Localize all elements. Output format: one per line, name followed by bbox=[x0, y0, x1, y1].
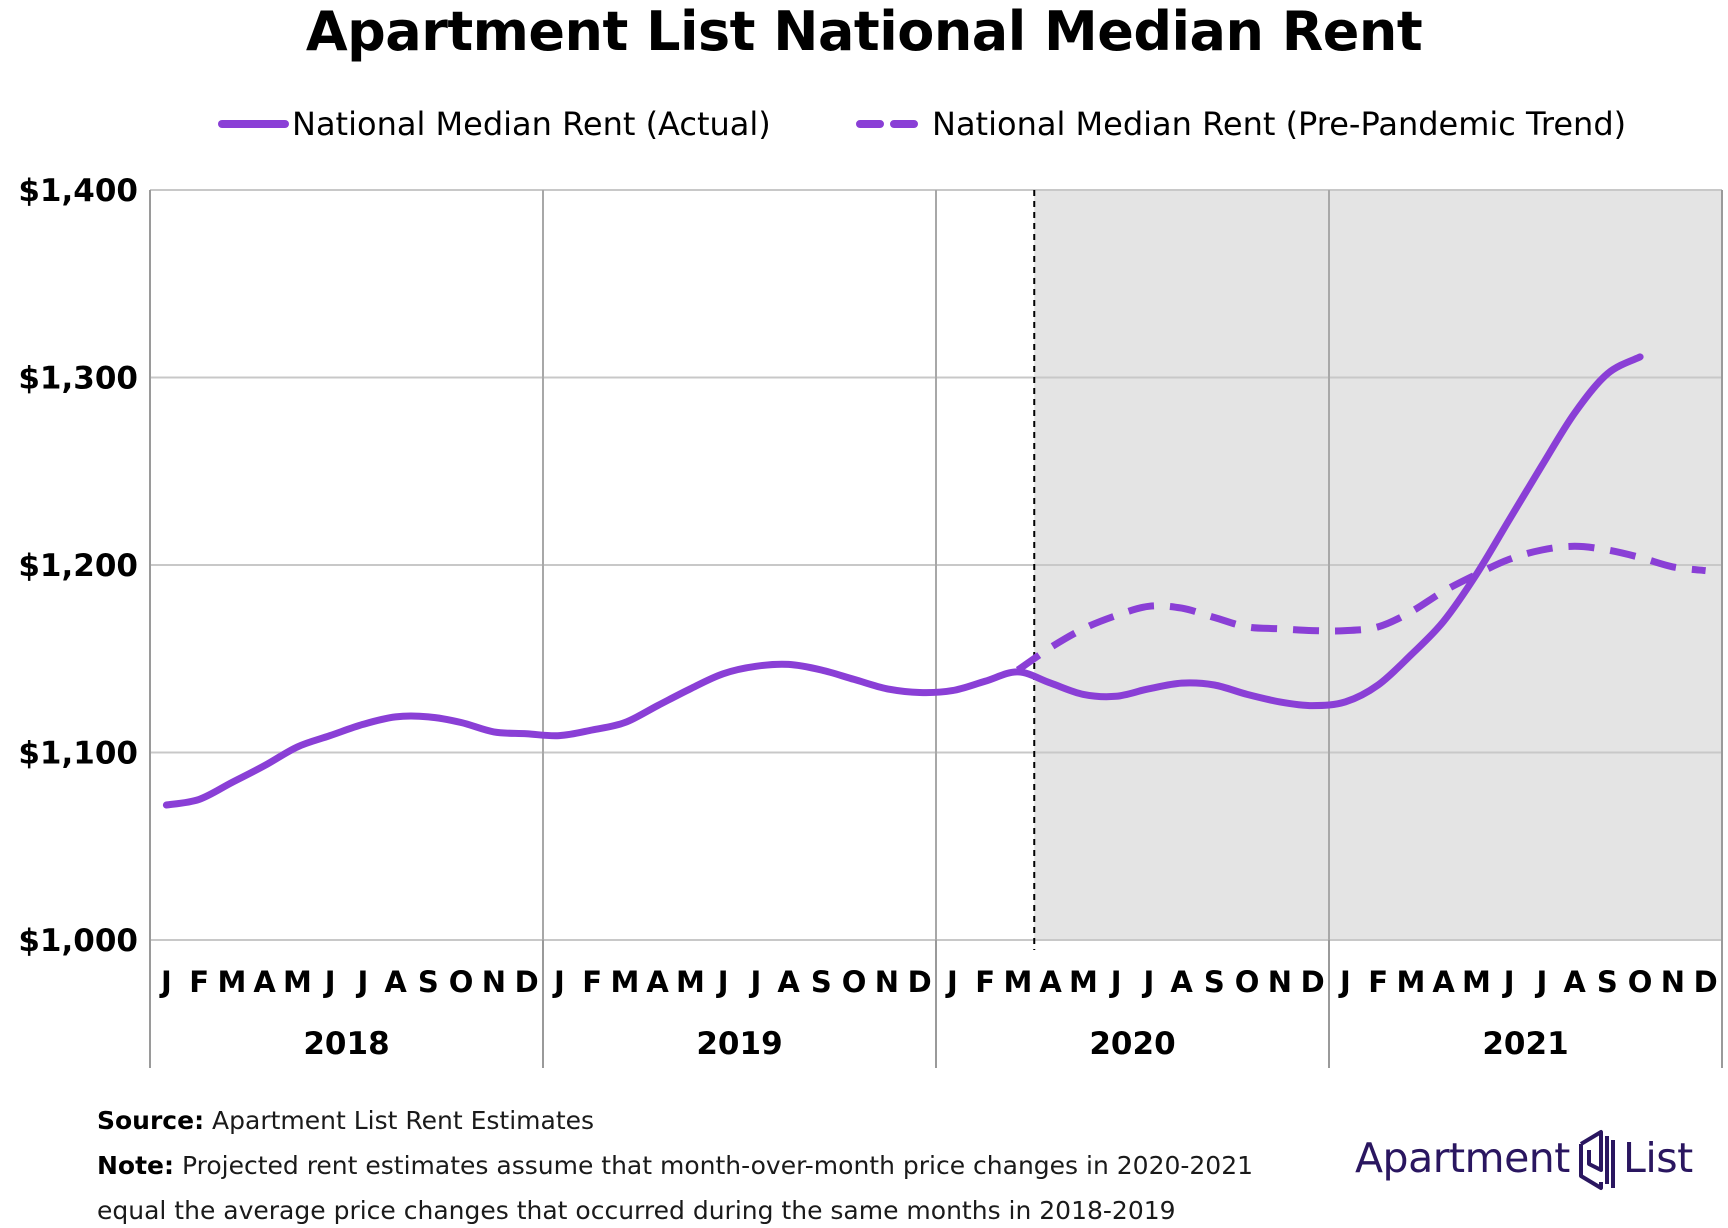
x-month-label: M bbox=[1462, 965, 1491, 999]
y-tick-label: $1,200 bbox=[18, 548, 138, 584]
x-month-label: J bbox=[945, 965, 958, 999]
x-year-label: 2018 bbox=[303, 1026, 389, 1062]
x-year-label: 2020 bbox=[1089, 1026, 1175, 1062]
y-tick-label: $1,100 bbox=[18, 736, 138, 772]
logo-word-apartment: Apartment bbox=[1355, 1134, 1570, 1182]
x-month-label: N bbox=[482, 965, 506, 999]
x-month-label: A bbox=[777, 965, 800, 999]
source-label: Source: bbox=[97, 1106, 205, 1135]
x-month-label: J bbox=[1141, 965, 1154, 999]
x-month-label: J bbox=[716, 965, 729, 999]
series-line-actual bbox=[162, 353, 1644, 809]
source-line: Source: Apartment List Rent Estimates bbox=[97, 1105, 594, 1137]
note-text-2: equal the average price changes that occ… bbox=[97, 1196, 1176, 1225]
x-month-label: M bbox=[283, 965, 312, 999]
x-month-label: J bbox=[1534, 965, 1547, 999]
logo-word-list: List bbox=[1623, 1134, 1693, 1182]
y-tick-label: $1,300 bbox=[18, 361, 138, 397]
x-month-label: A bbox=[646, 965, 669, 999]
x-month-label: D bbox=[908, 965, 932, 999]
x-month-label: O bbox=[842, 965, 867, 999]
x-month-label: S bbox=[418, 965, 439, 999]
logo-mark-icon bbox=[1579, 1130, 1615, 1190]
x-month-label: A bbox=[253, 965, 276, 999]
x-month-label: N bbox=[875, 965, 899, 999]
note-text-1: Projected rent estimates assume that mon… bbox=[181, 1151, 1254, 1180]
x-month-label: M bbox=[1003, 965, 1032, 999]
x-month-label: A bbox=[1563, 965, 1586, 999]
axes bbox=[149, 190, 1723, 1068]
x-month-label: O bbox=[1628, 965, 1653, 999]
note-line: Note: Projected rent estimates assume th… bbox=[97, 1150, 1253, 1182]
x-month-label: J bbox=[748, 965, 761, 999]
x-month-label: J bbox=[159, 965, 172, 999]
x-month-label: J bbox=[552, 965, 565, 999]
x-month-label: M bbox=[1069, 965, 1098, 999]
chart-title: Apartment List National Median Rent bbox=[305, 0, 1423, 63]
apartment-list-logo: Apartment List bbox=[1355, 1126, 1715, 1196]
x-year-label: 2021 bbox=[1482, 1026, 1568, 1062]
series-line-pre-pandemic-trend bbox=[1015, 542, 1706, 673]
x-month-label: N bbox=[1268, 965, 1292, 999]
x-month-label: M bbox=[610, 965, 639, 999]
x-month-label: D bbox=[515, 965, 539, 999]
x-month-label: J bbox=[1109, 965, 1122, 999]
x-month-label: M bbox=[217, 965, 246, 999]
note-line-2: equal the average price changes that occ… bbox=[97, 1195, 1176, 1227]
x-year-label: 2019 bbox=[696, 1026, 782, 1062]
x-month-label: F bbox=[975, 965, 995, 999]
x-month-label: A bbox=[1039, 965, 1062, 999]
x-month-label: J bbox=[1502, 965, 1515, 999]
source-text: Apartment List Rent Estimates bbox=[212, 1106, 595, 1135]
x-month-label: N bbox=[1661, 965, 1685, 999]
x-month-label: J bbox=[323, 965, 336, 999]
y-tick-label: $1,000 bbox=[18, 923, 138, 959]
note-label: Note: bbox=[97, 1151, 175, 1180]
legend-label-trend: National Median Rent (Pre-Pandemic Trend… bbox=[932, 105, 1626, 143]
x-month-label: F bbox=[1368, 965, 1388, 999]
x-month-label: A bbox=[1170, 965, 1193, 999]
gridlines bbox=[150, 189, 1722, 950]
series-lines bbox=[162, 353, 1706, 809]
x-month-label: O bbox=[449, 965, 474, 999]
legend-label-actual: National Median Rent (Actual) bbox=[292, 105, 771, 143]
x-month-label: J bbox=[1338, 965, 1351, 999]
x-month-label: S bbox=[811, 965, 832, 999]
y-tick-label: $1,400 bbox=[18, 173, 138, 209]
x-month-label: A bbox=[1432, 965, 1455, 999]
x-month-label: S bbox=[1204, 965, 1225, 999]
x-month-label: D bbox=[1694, 965, 1718, 999]
x-month-label: M bbox=[676, 965, 705, 999]
x-month-label: D bbox=[1301, 965, 1325, 999]
x-month-label: F bbox=[582, 965, 602, 999]
x-month-label: A bbox=[384, 965, 407, 999]
legend: National Median Rent (Actual) National M… bbox=[218, 105, 1626, 143]
x-month-label: O bbox=[1235, 965, 1260, 999]
x-month-label: J bbox=[355, 965, 368, 999]
x-month-label: S bbox=[1597, 965, 1618, 999]
x-month-label: M bbox=[1396, 965, 1425, 999]
x-month-label: F bbox=[189, 965, 209, 999]
